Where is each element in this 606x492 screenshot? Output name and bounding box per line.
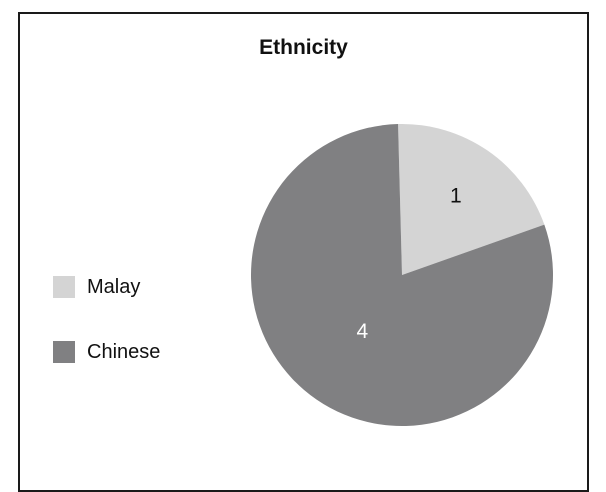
legend-item-chinese: Chinese xyxy=(53,341,160,363)
chart-title: Ethnicity xyxy=(259,36,348,59)
legend-label-chinese: Chinese xyxy=(87,340,161,363)
legend-label-malay: Malay xyxy=(87,275,141,298)
pie-slice-malay xyxy=(398,123,545,275)
data-label-chinese: 4 xyxy=(357,320,369,343)
legend: Malay Chinese xyxy=(53,276,160,406)
legend-item-malay: Malay xyxy=(53,276,160,298)
data-label-malay: 1 xyxy=(450,184,462,207)
legend-swatch-malay xyxy=(53,276,75,298)
legend-swatch-chinese xyxy=(53,341,75,363)
pie-slice-chinese xyxy=(251,124,554,426)
pie-chart: 14 xyxy=(251,123,554,426)
